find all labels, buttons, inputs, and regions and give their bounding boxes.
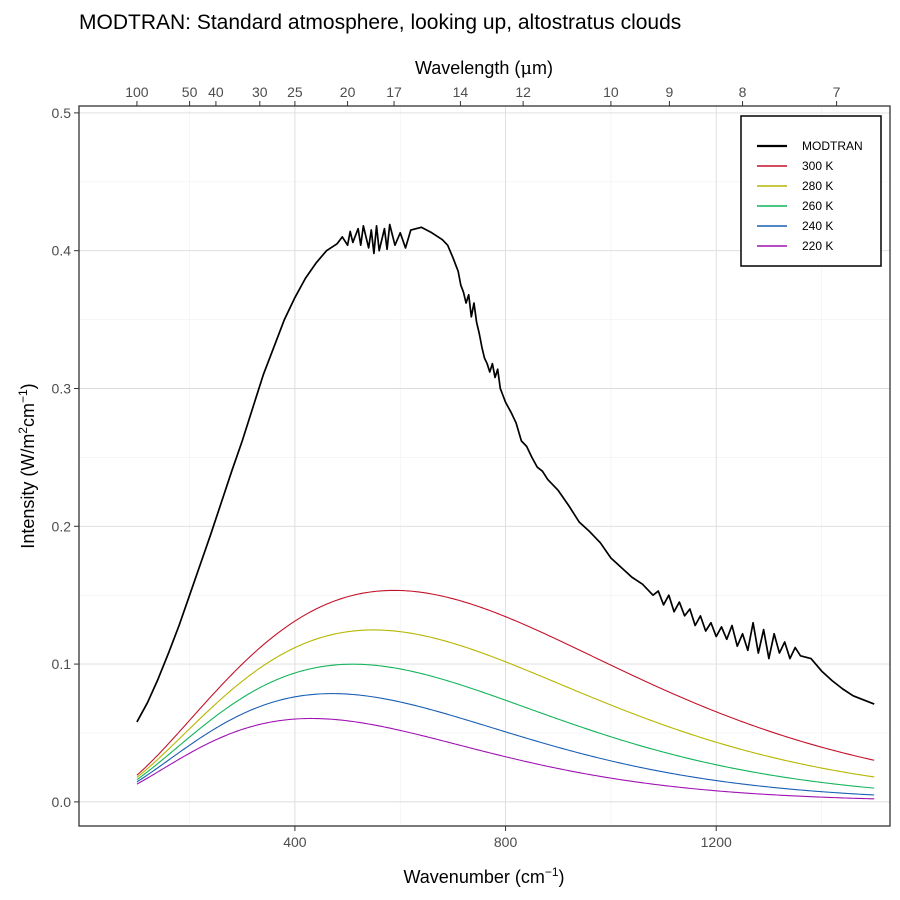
x-tick-label: 800: [494, 834, 518, 850]
x-tick-label: 1200: [701, 834, 732, 850]
top-tick-label: 14: [453, 84, 469, 100]
top-tick-label: 20: [340, 84, 356, 100]
y-axis: 0.0 0.1 0.2 0.3 0.4 0.5: [52, 105, 79, 810]
y-tick-label: 0.2: [52, 518, 72, 534]
legend-label: 260 K: [802, 199, 833, 213]
x-axis: 400 800 1200: [283, 826, 732, 850]
legend-box: [740, 115, 882, 267]
y-tick-label: 0.3: [52, 380, 72, 396]
series-line-240k: [136, 693, 875, 796]
series-line-300k: [136, 589, 875, 776]
top-tick-label: 9: [666, 84, 674, 100]
top-tick-label: 100: [125, 84, 149, 100]
top-tick-label: 50: [182, 84, 198, 100]
top-tick-label: 7: [833, 84, 841, 100]
y-tick-label: 0.4: [52, 243, 72, 259]
top-tick-label: 17: [386, 84, 402, 100]
y-axis-title: Intensity (W/m2cm−1): [16, 383, 38, 548]
top-tick-label: 25: [287, 84, 303, 100]
plot-lines: [136, 223, 875, 800]
x-tick-label: 400: [283, 834, 307, 850]
y-tick-label: 0.0: [52, 794, 72, 810]
legend-label: 280 K: [802, 179, 833, 193]
y-tick-label: 0.1: [52, 656, 72, 672]
legend-label: MODTRAN: [802, 139, 863, 153]
series-line-220k: [136, 717, 875, 800]
x-axis-title: Wavenumber (cm−1): [403, 865, 564, 887]
gridlines: [79, 106, 890, 826]
top-tick-label: 8: [739, 84, 747, 100]
legend-label: 300 K: [802, 159, 833, 173]
top-axis: 100 50 40 30 25 20 17 14 12 10 9 8 7: [125, 84, 841, 106]
series-line-modtran: [136, 223, 875, 723]
series-line-280k: [136, 629, 875, 778]
series-line-260k: [136, 663, 875, 789]
y-tick-label: 0.5: [52, 105, 72, 121]
legend-label: 220 K: [802, 239, 833, 253]
legend: MODTRAN 300 K 280 K 260 K 240 K 220 K: [740, 115, 882, 267]
top-tick-label: 30: [252, 84, 268, 100]
chart-title: MODTRAN: Standard atmosphere, looking up…: [79, 11, 681, 34]
top-tick-label: 12: [515, 84, 531, 100]
legend-label: 240 K: [802, 219, 833, 233]
top-tick-label: 40: [208, 84, 224, 100]
top-axis-title: Wavelength (μm): [415, 58, 553, 79]
plot-panel-border: [78, 105, 891, 827]
top-tick-label: 10: [603, 84, 619, 100]
